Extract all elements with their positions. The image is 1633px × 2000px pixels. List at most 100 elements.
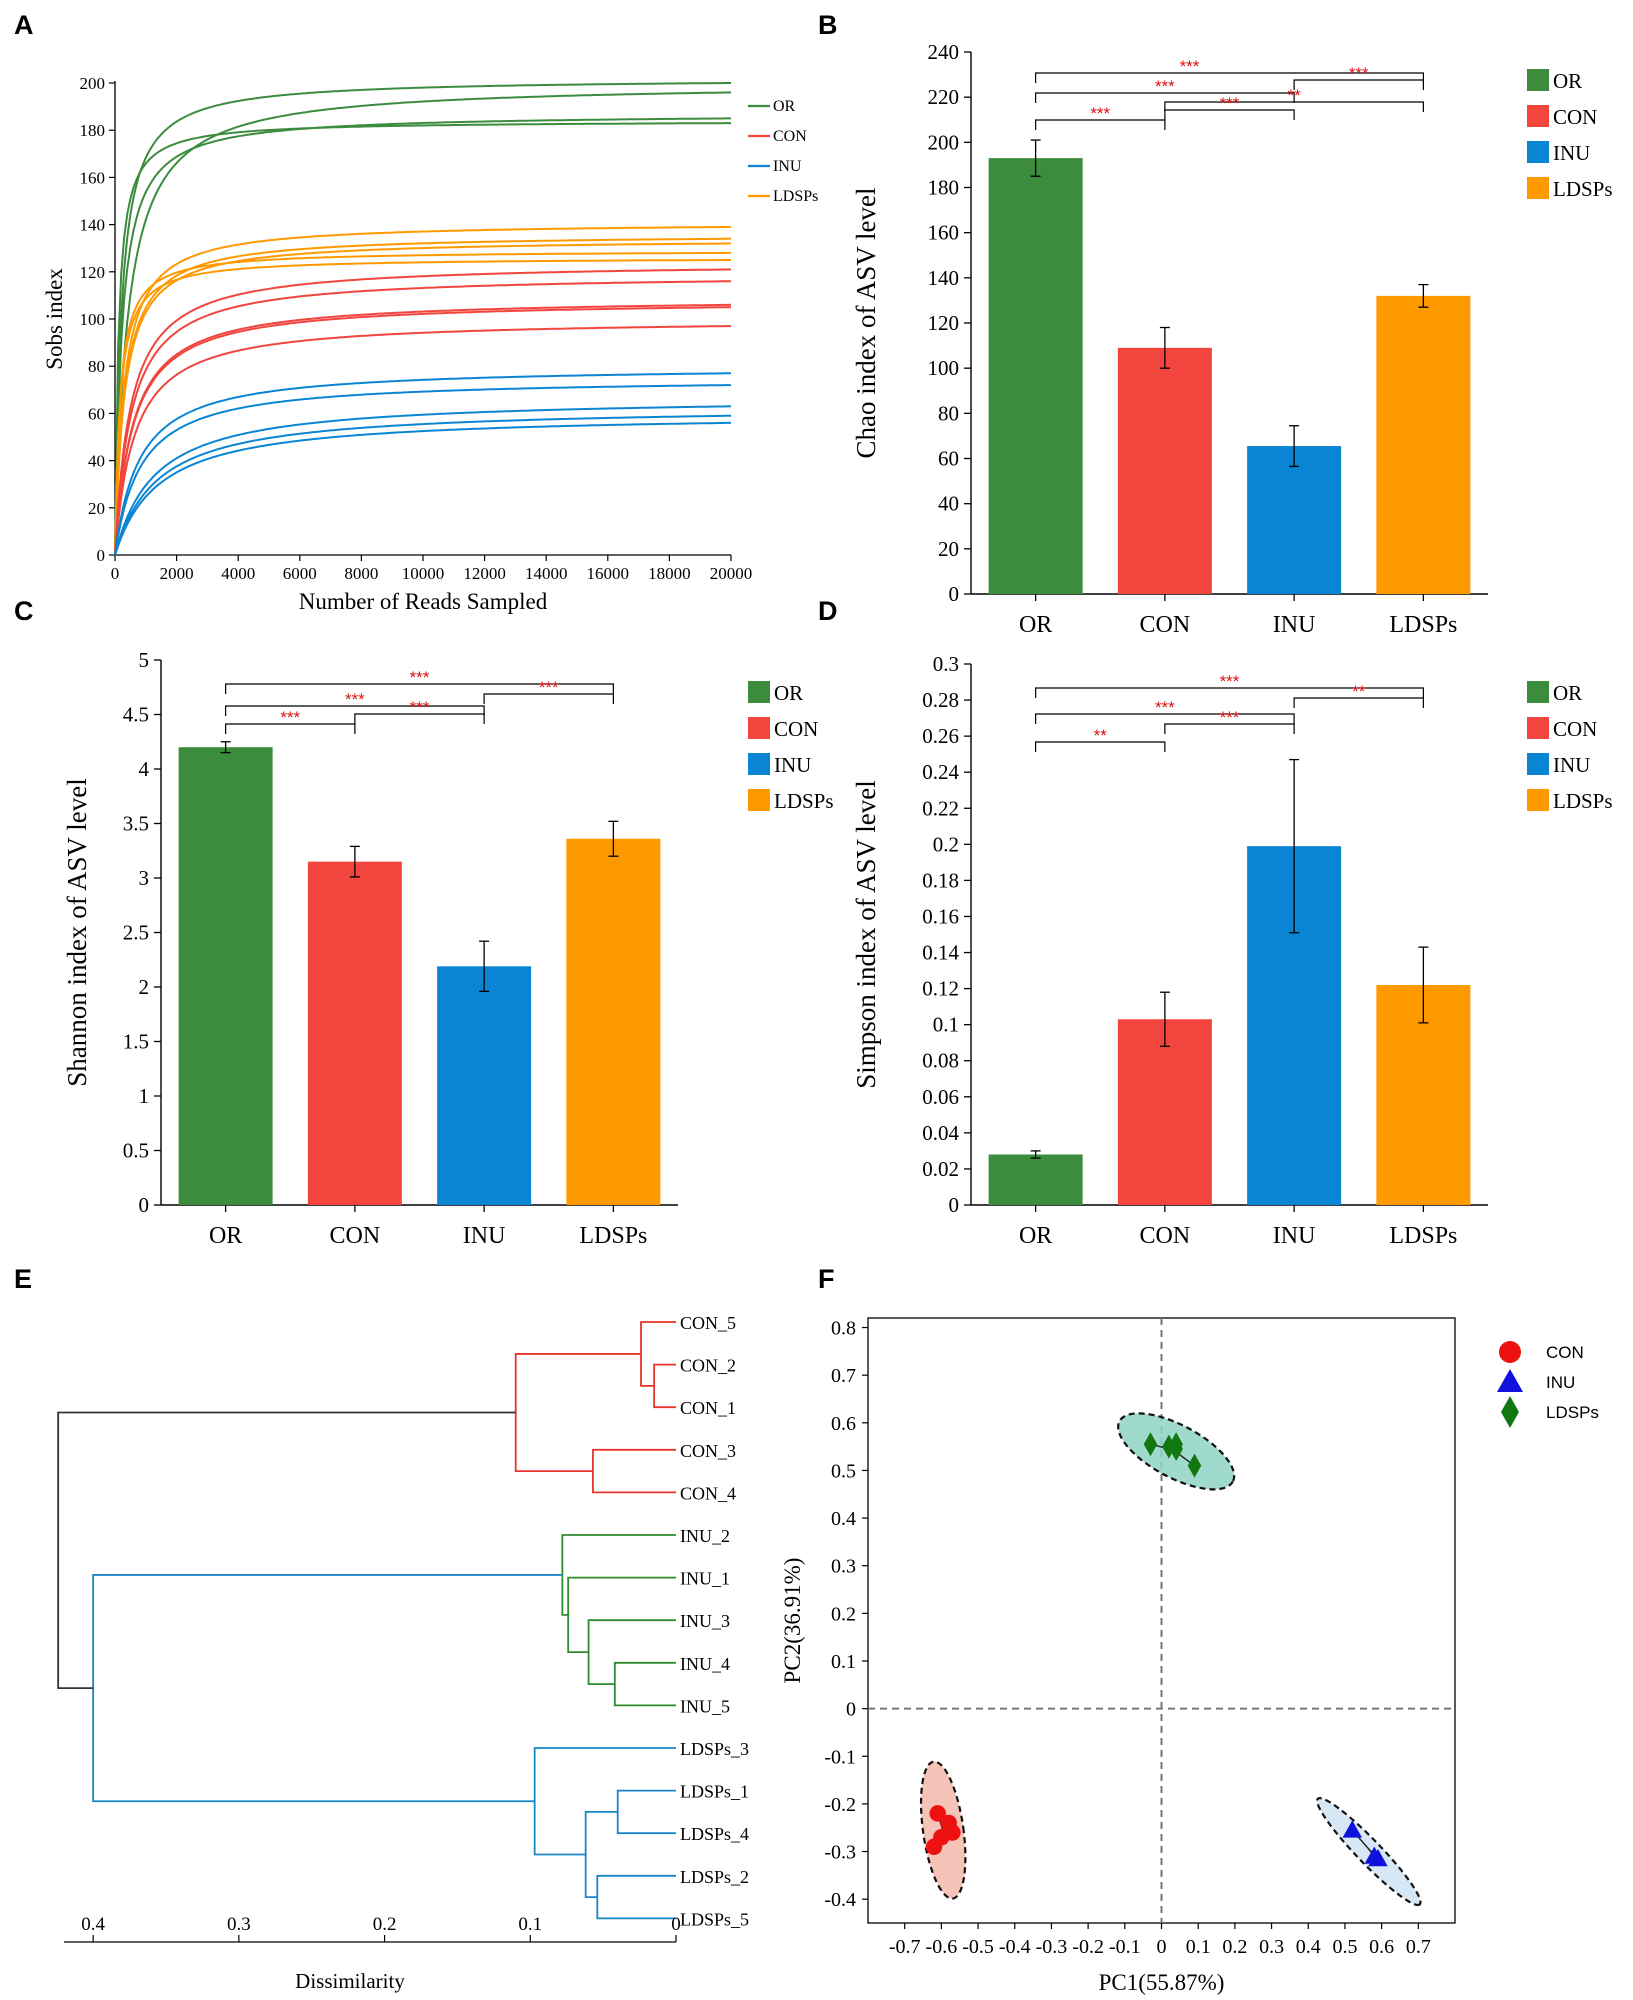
legend-label-con: CON bbox=[774, 717, 818, 741]
x-tick-label: -0.2 bbox=[1072, 1936, 1104, 1958]
y-tick-label: -0.1 bbox=[824, 1746, 856, 1768]
y-tick-label: 140 bbox=[80, 216, 106, 235]
leaf-label-inu-2: INU_2 bbox=[680, 1526, 730, 1546]
x-tick-label-ldsps: LDSPs bbox=[1389, 1223, 1457, 1249]
x-tick-label-con: CON bbox=[330, 1223, 381, 1249]
panel-letter-e: E bbox=[14, 1264, 32, 1294]
y-tick-label: 0.5 bbox=[831, 1460, 856, 1482]
point-ldsps-5 bbox=[1187, 1453, 1202, 1478]
panel-letter-a: A bbox=[14, 10, 34, 40]
panel-letter-c: C bbox=[14, 596, 34, 626]
legend-label-or: OR bbox=[774, 681, 803, 705]
y-axis-label: Simpson index of ASV level bbox=[851, 780, 881, 1089]
y-tick-label: 0.3 bbox=[933, 652, 959, 676]
y-tick-label: 80 bbox=[88, 357, 105, 376]
curve-con-1 bbox=[114, 268, 732, 556]
x-axis-label: Number of Reads Sampled bbox=[299, 589, 548, 614]
legend-label-or: OR bbox=[1553, 69, 1582, 93]
leaf-label-ldsps-3: LDSPs_3 bbox=[680, 1739, 749, 1759]
x-tick-label: 16000 bbox=[587, 564, 630, 583]
leaf-label-con-4: CON_4 bbox=[680, 1483, 736, 1503]
significance-label: *** bbox=[1180, 57, 1200, 76]
y-tick-label: 80 bbox=[938, 401, 959, 425]
panel-d-simpson-index: 0 0.02 0.04 0.06 0.08 0.1 0.12 0.14 0.16 0.18 0.2 0… bbox=[851, 652, 1613, 1249]
curve-inu-2 bbox=[114, 384, 731, 556]
ellipse-inu bbox=[1315, 1797, 1422, 1907]
leaf-label-ldsps-2: LDSPs_2 bbox=[680, 1867, 749, 1887]
y-tick-label: 0 bbox=[949, 582, 960, 606]
x-tick-label: -0.1 bbox=[1109, 1936, 1141, 1958]
leaf-label-con-1: CON_1 bbox=[680, 1398, 736, 1418]
y-tick-label: 1.5 bbox=[123, 1030, 149, 1054]
significance-label: *** bbox=[1220, 94, 1240, 113]
y-axis-label: Sobs index bbox=[42, 268, 67, 370]
curve-inu-4 bbox=[114, 414, 731, 556]
x-tick-label-or: OR bbox=[1019, 1223, 1052, 1249]
legend-swatch-inu bbox=[748, 753, 770, 775]
curve-or-2 bbox=[114, 91, 732, 556]
leaf-label-con-2: CON_2 bbox=[680, 1356, 736, 1376]
leaf-label-ldsps-4: LDSPs_4 bbox=[680, 1824, 749, 1844]
dendrogram-branch bbox=[592, 1448, 676, 1494]
y-tick-label: 200 bbox=[80, 74, 106, 93]
x-tick-label: 0.5 bbox=[1332, 1936, 1357, 1958]
x-tick-label: 18000 bbox=[648, 564, 691, 583]
panel-letter-f: F bbox=[818, 1264, 835, 1294]
dendrogram-branch bbox=[596, 1874, 676, 1920]
legend-marker-con bbox=[1499, 1341, 1521, 1363]
significance-bracket bbox=[1035, 713, 1295, 724]
y-tick-label: 0.28 bbox=[922, 688, 959, 712]
x-tick-label-ldsps: LDSPs bbox=[1389, 612, 1457, 638]
x-tick-label: 6000 bbox=[283, 564, 317, 583]
curve-inu-3 bbox=[114, 405, 732, 556]
y-tick-label: 0.5 bbox=[123, 1139, 149, 1163]
significance-label: *** bbox=[1349, 64, 1369, 83]
panel-letter-b: B bbox=[818, 10, 838, 40]
y-tick-label: 140 bbox=[928, 266, 960, 290]
x-tick-label: 14000 bbox=[525, 564, 568, 583]
y-tick-label: 0.12 bbox=[922, 977, 959, 1001]
y-tick-label: 20 bbox=[88, 499, 105, 518]
x-tick-label: 0.2 bbox=[373, 1914, 397, 1935]
significance-label: *** bbox=[1220, 672, 1240, 691]
y-tick-label: 3 bbox=[139, 866, 150, 890]
y-tick-label: 0.16 bbox=[922, 904, 959, 928]
curve-or-1 bbox=[114, 82, 731, 556]
x-tick-label: 0.3 bbox=[227, 1914, 251, 1935]
y-tick-label: 0.02 bbox=[922, 1157, 959, 1181]
legend-swatch-or bbox=[1527, 69, 1549, 91]
curve-ldsps-4 bbox=[114, 251, 731, 556]
significance-label: *** bbox=[1155, 698, 1175, 717]
x-tick-label: -0.6 bbox=[926, 1936, 958, 1958]
legend-swatch-ldsps bbox=[1527, 789, 1549, 811]
y-tick-label: -0.3 bbox=[824, 1842, 856, 1864]
significance-bracket bbox=[1035, 741, 1166, 752]
bar-or bbox=[178, 747, 273, 1205]
y-tick-label: 100 bbox=[80, 310, 106, 329]
y-tick-label: 200 bbox=[928, 130, 960, 154]
y-tick-label: 4.5 bbox=[123, 703, 149, 727]
curve-con-4 bbox=[114, 306, 731, 556]
leaf-label-ldsps-5: LDSPs_5 bbox=[680, 1909, 749, 1929]
curve-ldsps-5 bbox=[114, 259, 731, 556]
legend-label-or: OR bbox=[773, 98, 796, 115]
bar-con bbox=[307, 861, 402, 1205]
legend-label-ldsps: LDSPs bbox=[1546, 1403, 1599, 1422]
y-tick-label: 120 bbox=[928, 311, 960, 335]
y-tick-label: 180 bbox=[928, 176, 960, 200]
dendrogram-branch bbox=[561, 1534, 676, 1616]
x-tick-label-con: CON bbox=[1140, 1223, 1191, 1249]
point-con-5 bbox=[925, 1838, 943, 1856]
x-tick-label-inu: INU bbox=[1273, 1223, 1316, 1249]
dendrogram-branch bbox=[92, 1574, 563, 1803]
significance-label: *** bbox=[539, 678, 559, 697]
y-tick-label: 4 bbox=[139, 757, 150, 781]
dendrogram-branch bbox=[640, 1321, 676, 1387]
legend-swatch-inu bbox=[1527, 753, 1549, 775]
legend-swatch-ldsps bbox=[1527, 177, 1549, 199]
x-tick-label-or: OR bbox=[1019, 612, 1052, 638]
y-tick-label: 0.2 bbox=[933, 832, 959, 856]
x-tick-label-inu: INU bbox=[463, 1223, 506, 1249]
x-tick-label: 0.4 bbox=[1296, 1936, 1321, 1958]
y-tick-label: 0.26 bbox=[922, 724, 959, 748]
